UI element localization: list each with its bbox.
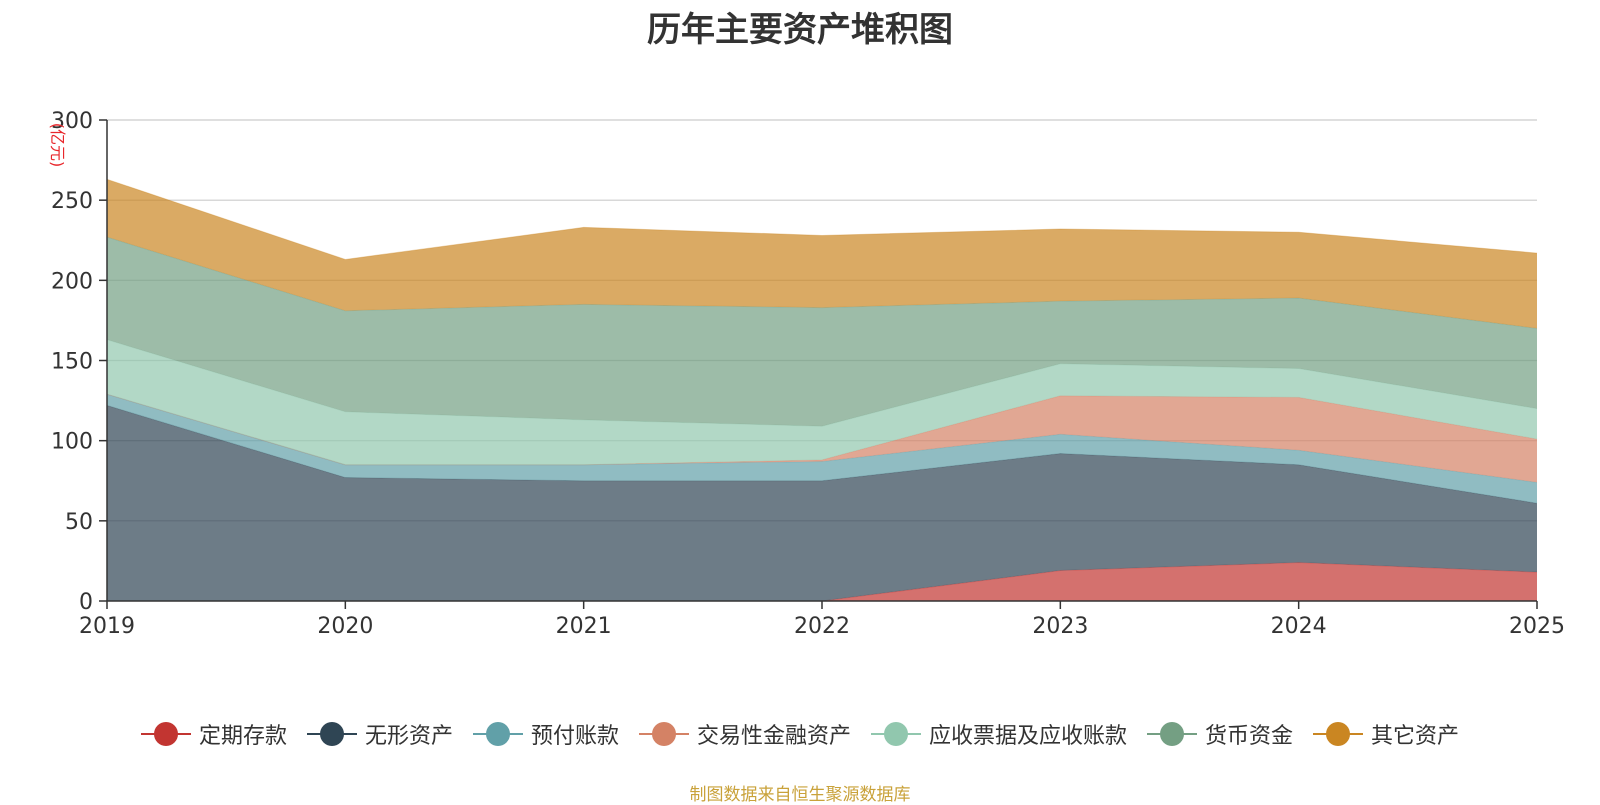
legend-item[interactable]: 货币资金 [1147, 718, 1293, 750]
legend-marker-icon [871, 722, 921, 746]
y-tick-label: 100 [51, 430, 93, 455]
legend-label: 无形资产 [364, 724, 453, 749]
legend-marker-icon [1313, 722, 1364, 746]
area-series-6[interactable] [107, 179, 1537, 329]
legend-marker-icon [638, 722, 689, 746]
legend-label: 定期存款 [198, 724, 287, 749]
legend-item[interactable]: 无形资产 [306, 718, 453, 750]
y-tick-label: 150 [51, 350, 93, 375]
tick-labels: 0 50 100 150 200 250 300 2019 2020 2021 2022 2023 20… [51, 109, 1565, 639]
legend-label: 预付账款 [530, 724, 619, 749]
x-tick-label: 2022 [794, 614, 850, 639]
area-series-5[interactable] [107, 237, 1537, 427]
x-tick-label: 2024 [1271, 614, 1327, 639]
area-layer [106, 178, 1538, 602]
x-tick-label: 2025 [1509, 614, 1565, 639]
x-tick-label: 2023 [1032, 614, 1088, 639]
legend-label: 其它资产 [1371, 724, 1460, 749]
area-series-edge-6 [106, 178, 1538, 261]
y-tick-label: 250 [51, 189, 93, 214]
legend-label: 应收票据及应收账款 [929, 724, 1128, 749]
x-tick-label: 2021 [556, 614, 612, 639]
chart-title: 历年主要资产堆积图 [647, 10, 953, 50]
y-tick-label: 50 [65, 510, 93, 535]
legend-item[interactable]: 定期存款 [140, 718, 287, 750]
area-series-2[interactable] [107, 394, 1537, 504]
legend-item[interactable]: 预付账款 [472, 718, 619, 750]
y-tick-label: 200 [51, 269, 93, 294]
area-series-3[interactable] [107, 394, 1537, 483]
x-tick-label: 2020 [317, 614, 373, 639]
y-tick-label: 0 [79, 590, 93, 615]
area-series-4[interactable] [107, 339, 1537, 465]
legend-item[interactable]: 其它资产 [1313, 718, 1459, 750]
legend-label: 交易性金融资产 [696, 724, 851, 749]
y-axis-unit-label: (亿元) [48, 123, 67, 168]
source-note: 制图数据来自恒生聚源数据库 [689, 785, 911, 805]
y-tick-label: 300 [51, 109, 93, 134]
legend-marker-icon [1147, 722, 1198, 746]
x-tick-label: 2019 [79, 614, 135, 639]
legend-marker-icon [472, 722, 523, 746]
legend-marker-icon [306, 722, 357, 746]
area-series-0[interactable] [107, 562, 1537, 601]
legend: 定期存款 无形资产 预付账款 交易性金融资产 应收票据及应收账款 货币资金 其它资产 [0, 718, 1600, 750]
legend-item[interactable]: 交易性金融资产 [638, 718, 851, 750]
legend-item[interactable]: 应收票据及应收账款 [871, 718, 1127, 750]
area-series-1[interactable] [107, 405, 1537, 601]
legend-label: 货币资金 [1205, 724, 1294, 749]
legend-marker-icon [140, 722, 191, 746]
